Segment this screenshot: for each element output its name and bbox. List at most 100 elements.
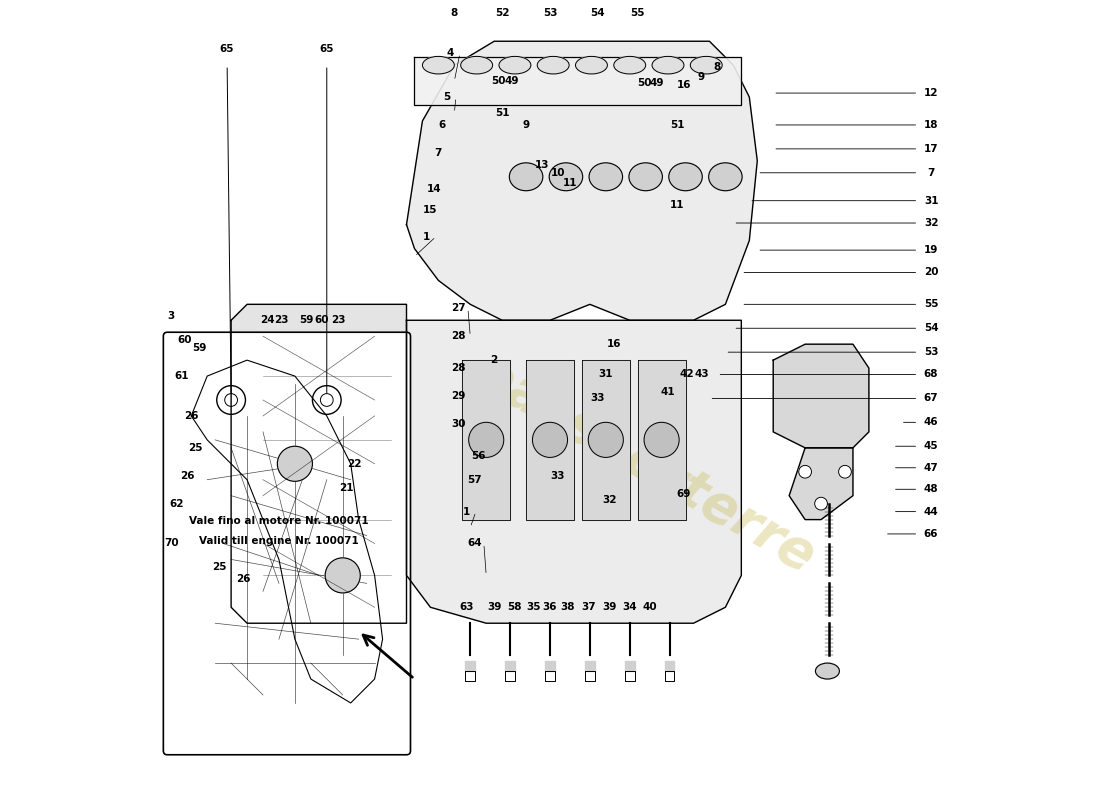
Text: 11: 11 bbox=[563, 178, 578, 188]
Polygon shape bbox=[638, 360, 685, 519]
Text: 26: 26 bbox=[180, 470, 195, 481]
Ellipse shape bbox=[509, 163, 542, 190]
Text: 2: 2 bbox=[491, 355, 498, 365]
Text: 34: 34 bbox=[623, 602, 637, 612]
Text: 4: 4 bbox=[447, 48, 454, 58]
Text: passporterre: passporterre bbox=[466, 345, 825, 582]
Text: 63: 63 bbox=[459, 602, 473, 612]
Text: 49: 49 bbox=[650, 78, 664, 88]
Text: 53: 53 bbox=[542, 8, 558, 18]
FancyBboxPatch shape bbox=[163, 332, 410, 754]
Text: 21: 21 bbox=[340, 482, 354, 493]
Ellipse shape bbox=[614, 56, 646, 74]
Text: 1: 1 bbox=[463, 506, 470, 517]
Text: 31: 31 bbox=[924, 196, 938, 206]
Ellipse shape bbox=[422, 56, 454, 74]
Text: 59: 59 bbox=[299, 315, 314, 326]
Text: 9: 9 bbox=[522, 120, 529, 130]
Text: 7: 7 bbox=[927, 168, 935, 178]
Text: 55: 55 bbox=[630, 8, 645, 18]
Text: 5: 5 bbox=[442, 92, 450, 102]
Text: 57: 57 bbox=[468, 474, 482, 485]
Text: 6: 6 bbox=[439, 120, 446, 130]
Text: 41: 41 bbox=[661, 387, 675, 397]
Text: 38: 38 bbox=[560, 602, 575, 612]
Text: 7: 7 bbox=[434, 148, 442, 158]
Text: 65: 65 bbox=[319, 44, 334, 54]
Text: 32: 32 bbox=[924, 218, 938, 228]
Text: Valid till engine Nr. 100071: Valid till engine Nr. 100071 bbox=[199, 535, 359, 546]
Text: 11: 11 bbox=[670, 200, 685, 210]
Ellipse shape bbox=[537, 56, 569, 74]
Text: 53: 53 bbox=[924, 347, 938, 357]
Ellipse shape bbox=[629, 163, 662, 190]
Text: 46: 46 bbox=[924, 418, 938, 427]
Text: 28: 28 bbox=[451, 331, 465, 342]
Ellipse shape bbox=[575, 56, 607, 74]
Text: 13: 13 bbox=[535, 160, 549, 170]
Text: 58: 58 bbox=[507, 602, 521, 612]
Text: 30: 30 bbox=[451, 419, 465, 429]
Text: 70: 70 bbox=[164, 538, 178, 549]
Text: 48: 48 bbox=[924, 484, 938, 494]
Text: 64: 64 bbox=[468, 538, 482, 549]
Ellipse shape bbox=[461, 56, 493, 74]
Text: 26: 26 bbox=[184, 411, 198, 421]
Text: 33: 33 bbox=[551, 470, 565, 481]
Polygon shape bbox=[415, 57, 741, 105]
Text: Vale fino al motore Nr. 100071: Vale fino al motore Nr. 100071 bbox=[189, 515, 368, 526]
Circle shape bbox=[645, 422, 679, 458]
Circle shape bbox=[815, 498, 827, 510]
Text: 28: 28 bbox=[451, 363, 465, 373]
Text: 60: 60 bbox=[177, 335, 192, 346]
Text: 18: 18 bbox=[924, 120, 938, 130]
Bar bbox=[625, 662, 635, 671]
Text: 32: 32 bbox=[603, 494, 617, 505]
Text: 49: 49 bbox=[505, 76, 519, 86]
Ellipse shape bbox=[499, 56, 531, 74]
Text: 59: 59 bbox=[192, 343, 207, 353]
Text: 50: 50 bbox=[491, 76, 505, 86]
Text: 19: 19 bbox=[924, 245, 938, 255]
Text: 23: 23 bbox=[331, 315, 346, 326]
Text: 8: 8 bbox=[451, 8, 458, 18]
Text: 42: 42 bbox=[680, 370, 694, 379]
Text: 33: 33 bbox=[591, 394, 605, 403]
Polygon shape bbox=[462, 360, 510, 519]
Text: 31: 31 bbox=[598, 370, 613, 379]
Circle shape bbox=[532, 422, 568, 458]
Text: 66: 66 bbox=[924, 529, 938, 539]
Text: 23: 23 bbox=[274, 315, 288, 326]
Circle shape bbox=[469, 422, 504, 458]
Circle shape bbox=[799, 466, 812, 478]
Bar bbox=[585, 662, 595, 671]
Text: 51: 51 bbox=[495, 108, 509, 118]
Text: 20: 20 bbox=[924, 267, 938, 278]
Text: 56: 56 bbox=[471, 451, 485, 461]
Text: 45: 45 bbox=[924, 442, 938, 451]
Circle shape bbox=[326, 558, 361, 593]
Text: 16: 16 bbox=[606, 339, 621, 349]
Text: 40: 40 bbox=[642, 602, 657, 612]
Text: 39: 39 bbox=[603, 602, 617, 612]
Bar bbox=[546, 662, 554, 671]
Bar bbox=[465, 662, 475, 671]
Text: 24: 24 bbox=[260, 315, 274, 326]
Text: 8: 8 bbox=[714, 62, 720, 72]
Ellipse shape bbox=[691, 56, 723, 74]
Ellipse shape bbox=[815, 663, 839, 679]
Polygon shape bbox=[407, 42, 757, 320]
Text: 1: 1 bbox=[422, 231, 430, 242]
Text: 9: 9 bbox=[697, 72, 705, 82]
Text: 3: 3 bbox=[167, 311, 175, 322]
Circle shape bbox=[838, 466, 851, 478]
Polygon shape bbox=[231, 304, 407, 623]
Text: 54: 54 bbox=[591, 8, 605, 18]
Text: 55: 55 bbox=[924, 299, 938, 310]
Text: 26: 26 bbox=[235, 574, 251, 584]
Text: 51: 51 bbox=[670, 120, 685, 130]
Ellipse shape bbox=[708, 163, 742, 190]
Text: 16: 16 bbox=[676, 80, 691, 90]
Ellipse shape bbox=[590, 163, 623, 190]
Text: 39: 39 bbox=[487, 602, 502, 612]
